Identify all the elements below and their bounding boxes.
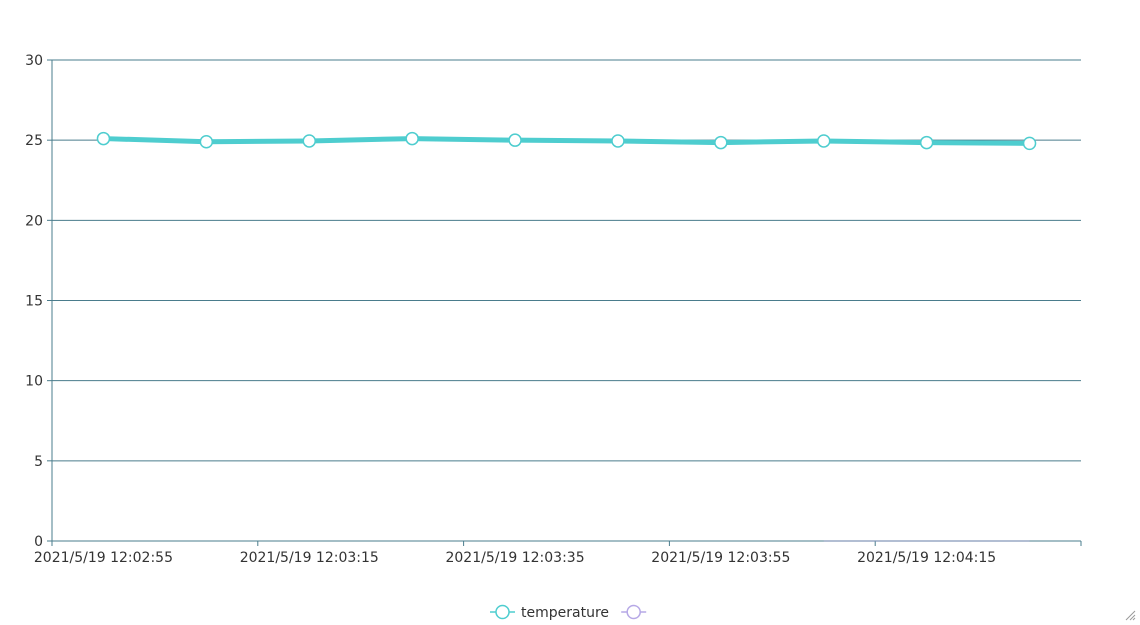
legend-label: temperature: [521, 605, 609, 621]
x-axis: 2021/5/19 12:02:55 2021/5/19 12:03:15 2021…: [34, 540, 1082, 566]
grid-lines: [52, 59, 1081, 462]
x-tick-label: 2021/5/19 12:03:55: [651, 550, 790, 566]
data-point: [611, 134, 625, 148]
legend-item-temperature[interactable]: temperature: [490, 604, 609, 621]
data-point: [714, 135, 728, 150]
data-point: [919, 135, 934, 150]
legend[interactable]: temperature: [490, 604, 647, 621]
x-tick-label: 2021/5/19 12:03:35: [445, 550, 584, 566]
legend-marker-icon: [626, 604, 641, 620]
y-tick-label: 15: [25, 294, 43, 310]
y-tick-label: 20: [25, 213, 43, 229]
x-tick-label: 2021/5/19 12:04:15: [857, 550, 996, 566]
y-tick-label: 10: [25, 374, 43, 390]
x-tick-label: 2021/5/19 12:02:55: [34, 550, 173, 566]
y-tick-label: 30: [25, 53, 43, 69]
x-tick-label: 2021/5/19 12:03:15: [240, 550, 379, 566]
legend-marker-icon: [495, 604, 510, 620]
legend-item-unnamed[interactable]: [621, 604, 647, 620]
data-point: [405, 131, 419, 146]
data-point: [1022, 136, 1037, 151]
series-line-temperature: [103, 136, 1030, 146]
data-point: [96, 131, 111, 146]
y-tick-label: 25: [25, 133, 43, 149]
data-point: [302, 134, 316, 148]
data-point: [508, 133, 522, 147]
y-axis: 0 5 10 15 20 25 30: [25, 53, 53, 550]
y-tick-label: 0: [34, 534, 43, 550]
data-point: [817, 134, 831, 148]
resize-grip-icon[interactable]: [1124, 609, 1136, 621]
series-layer: [96, 131, 1037, 542]
y-tick-label: 5: [34, 454, 43, 470]
data-point: [199, 135, 214, 149]
